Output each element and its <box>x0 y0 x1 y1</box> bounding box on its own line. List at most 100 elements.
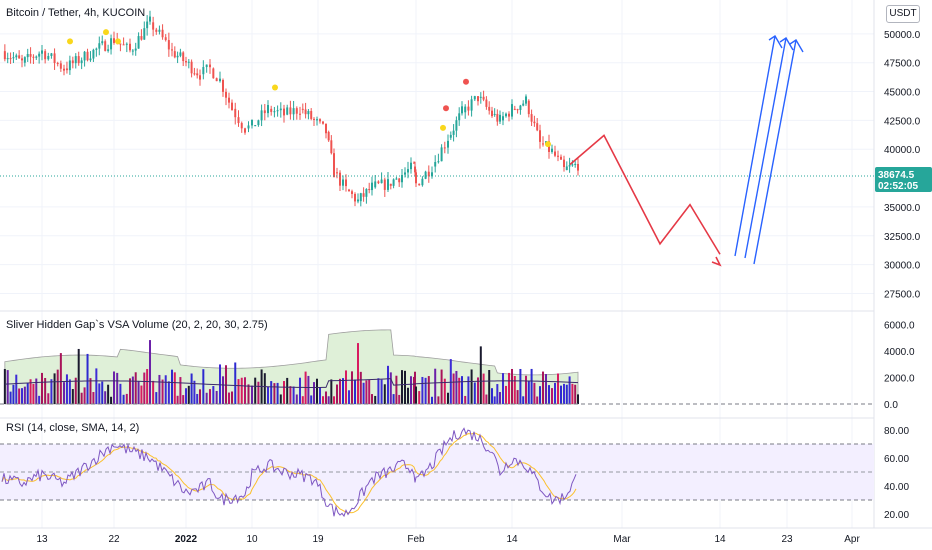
volume-bar <box>237 379 240 404</box>
price-tick-label: 50000.0 <box>884 30 921 41</box>
candle-body <box>92 49 95 59</box>
volume-bar <box>299 377 301 404</box>
candle-body <box>234 108 237 118</box>
time-tick-label: 2022 <box>175 534 198 545</box>
volume-bar <box>119 383 122 404</box>
volume-bar <box>357 343 359 404</box>
candle-body <box>202 67 205 75</box>
candle-body <box>322 121 324 124</box>
candle-body <box>525 96 527 104</box>
volume-bar <box>104 391 107 404</box>
volume-bar <box>310 395 313 404</box>
volume-bar <box>410 376 412 404</box>
candle-body <box>479 96 482 98</box>
volume-bar <box>202 369 205 404</box>
volume-bar <box>516 390 519 404</box>
volume-bar <box>219 364 221 404</box>
last-price-label: 38674.5 <box>878 170 915 181</box>
candle-body <box>401 175 403 183</box>
candle-body <box>359 193 362 202</box>
candle-body <box>107 49 110 51</box>
volume-bar <box>351 371 353 404</box>
volume-bar <box>228 392 230 404</box>
candle-body <box>196 73 199 76</box>
volume-bar <box>447 392 449 404</box>
volume-bar <box>568 376 571 404</box>
volume-bar <box>525 375 527 404</box>
signal-marker <box>443 105 449 112</box>
candle-body <box>395 178 398 180</box>
volume-bar <box>215 390 218 404</box>
volume-bar <box>187 385 190 404</box>
volume-bar <box>21 388 23 404</box>
volume-bar <box>164 375 167 404</box>
signal-marker <box>67 38 73 45</box>
candlestick-series <box>3 10 579 207</box>
projection-blue-arrow <box>734 35 776 257</box>
candle-body <box>260 110 263 121</box>
candle-body <box>113 38 115 43</box>
volume-bar <box>155 392 158 404</box>
candle-body <box>164 37 167 41</box>
projection-blue-arrow <box>744 37 787 259</box>
volume-bar <box>362 382 365 404</box>
candle-body <box>129 43 131 51</box>
candle-body <box>12 57 15 59</box>
volume-bar <box>401 370 403 404</box>
volume-bar <box>83 387 86 404</box>
volume-bar <box>522 396 525 404</box>
candle-body <box>6 58 9 60</box>
projection-blue-arrows[interactable] <box>734 35 804 265</box>
candle-body <box>119 43 122 45</box>
candle-body <box>380 179 383 184</box>
candle-body <box>516 109 519 111</box>
candle-body <box>59 63 62 69</box>
candle-body <box>125 43 128 45</box>
candle-body <box>289 107 292 115</box>
candle-body <box>374 181 377 188</box>
volume-bar <box>161 379 164 404</box>
candle-body <box>173 51 176 58</box>
volume-bar <box>26 382 29 404</box>
candle-body <box>267 105 269 114</box>
candle-body <box>283 108 285 116</box>
volume-bar <box>143 372 146 404</box>
candle-body <box>310 111 313 119</box>
candle-body <box>304 109 307 115</box>
candle-body <box>339 172 341 186</box>
volume-bar <box>122 394 125 404</box>
candle-body <box>279 108 282 111</box>
volume-bar <box>342 378 344 404</box>
candle-body <box>554 151 556 156</box>
candle-body <box>219 78 221 82</box>
candle-body <box>273 111 276 113</box>
volume-bar <box>455 370 458 404</box>
projection-red-path[interactable] <box>569 134 721 255</box>
volume-bar <box>68 379 71 404</box>
volume-bar <box>421 376 424 404</box>
candle-body <box>551 148 553 152</box>
price-tick-label: 27500.0 <box>884 289 921 300</box>
candle-body <box>368 188 371 191</box>
candle-body <box>307 111 310 115</box>
volume-bar <box>267 386 269 404</box>
candle-body <box>354 193 356 202</box>
candle-body <box>149 16 151 22</box>
candle-body <box>577 163 579 171</box>
volume-bar <box>63 382 65 404</box>
candle-body <box>357 199 359 202</box>
volume-bar <box>560 385 562 404</box>
volume-bar <box>301 396 304 404</box>
volume-bar <box>508 372 510 404</box>
candle-body <box>427 171 430 177</box>
volume-bar <box>464 395 467 404</box>
candle-body <box>292 108 295 115</box>
volume-bar <box>431 396 433 404</box>
candle-body <box>348 189 350 192</box>
price-tick-label: 30000.0 <box>884 261 921 272</box>
candle-body <box>26 54 29 58</box>
candle-body <box>225 91 227 98</box>
volume-bar <box>199 389 201 404</box>
currency-button[interactable]: USDT <box>886 5 920 23</box>
